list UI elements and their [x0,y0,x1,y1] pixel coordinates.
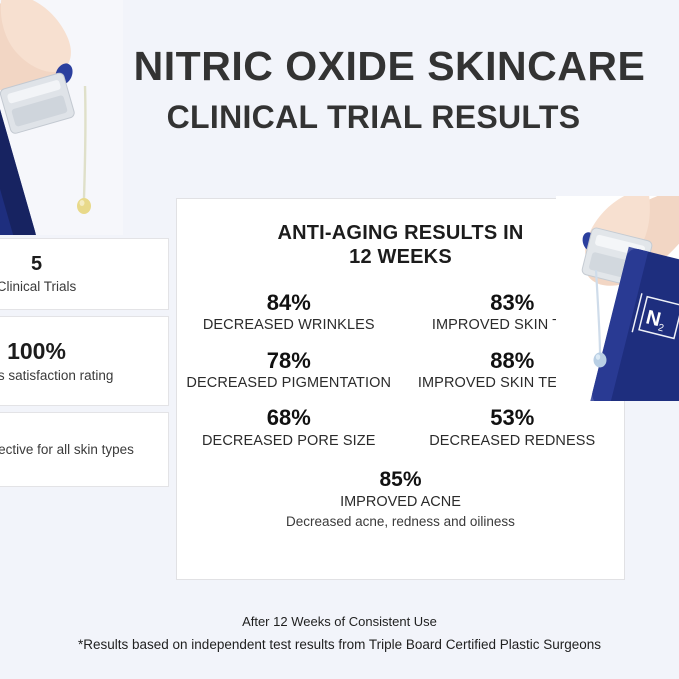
page-title: NITRIC OXIDE SKINCARE [133,43,646,89]
sidebar-stat-cards: 5 Clinical Trials 100% Results satisfact… [0,238,169,487]
results-panel: ANTI-AGING RESULTS IN 12 WEEKS 84% DECRE… [176,198,625,580]
footer-line-1: After 12 Weeks of Consistent Use [242,614,437,629]
sidebar-card-safe-effective: Safe & effective for all skin types [0,412,169,487]
sidebar-card-label: Safe & effective for all skin types [0,442,134,458]
stat-percent: 53% [490,405,535,431]
stat-decreased-wrinkles: 84% DECREASED WRINKLES [177,290,401,335]
bottle-label-n2o: N 2 [631,293,679,340]
serum-droplet [77,85,91,214]
serum-droplet [593,269,607,368]
stat-percent: 83% [490,289,535,315]
stat-percent: 78% [266,347,311,373]
stat-decreased-pore-size: 68% DECREASED PORE SIZE [177,405,401,450]
sidebar-card-label: Clinical Trials [0,279,77,295]
svg-text:N: N [644,306,663,331]
stat-improved-acne: 85% IMPROVED ACNE Decreased acne, rednes… [177,467,624,531]
results-heading-line1: ANTI-AGING RESULTS IN [277,222,524,244]
results-heading-line2: 12 WEEKS [349,246,452,269]
stat-label: DECREASED PORE SIZE [201,432,376,449]
svg-text:2: 2 [657,322,665,334]
footer-disclaimer: After 12 Weeks of Consistent Use *Result… [0,614,679,653]
stat-percent: 88% [490,347,535,373]
sidebar-card-clinical-trials: 5 Clinical Trials [0,238,169,310]
product-photo-right: N 2 [556,196,679,401]
stat-label: DECREASED PIGMENTATION [186,374,392,391]
stat-label: DECREASED REDNESS [429,432,596,449]
results-panel-heading: ANTI-AGING RESULTS IN 12 WEEKS [177,199,624,270]
stat-label: IMPROVED SKIN TONE [431,317,593,334]
sidebar-card-value: 5 [30,253,43,276]
results-stat-grid: 84% DECREASED WRINKLES 83% IMPROVED SKIN… [177,290,624,450]
sidebar-card-satisfaction: 100% Results satisfaction rating [0,316,169,406]
header-title-block: NITRIC OXIDE SKINCARE CLINICAL TRIAL RES… [0,43,679,136]
stat-label: DECREASED WRINKLES [202,317,375,334]
sidebar-card-value: 100% [7,338,66,365]
stat-percent: 84% [266,289,311,315]
stat-label: IMPROVED ACNE [340,494,461,511]
page-subtitle: CLINICAL TRIAL RESULTS [166,98,581,135]
stat-percent: 85% [379,468,422,492]
stat-improved-skin-tone: 83% IMPROVED SKIN TONE [401,290,625,335]
stat-decreased-redness: 53% DECREASED REDNESS [401,405,625,450]
footer-line-2: *Results based on independent test resul… [77,636,602,652]
stat-note: Decreased acne, redness and oiliness [286,514,515,530]
stat-percent: 68% [266,405,311,431]
stat-decreased-pigmentation: 78% DECREASED PIGMENTATION [177,348,401,393]
sidebar-card-label: Results satisfaction rating [0,368,114,384]
product-photo-left: N 2 O [0,0,123,235]
